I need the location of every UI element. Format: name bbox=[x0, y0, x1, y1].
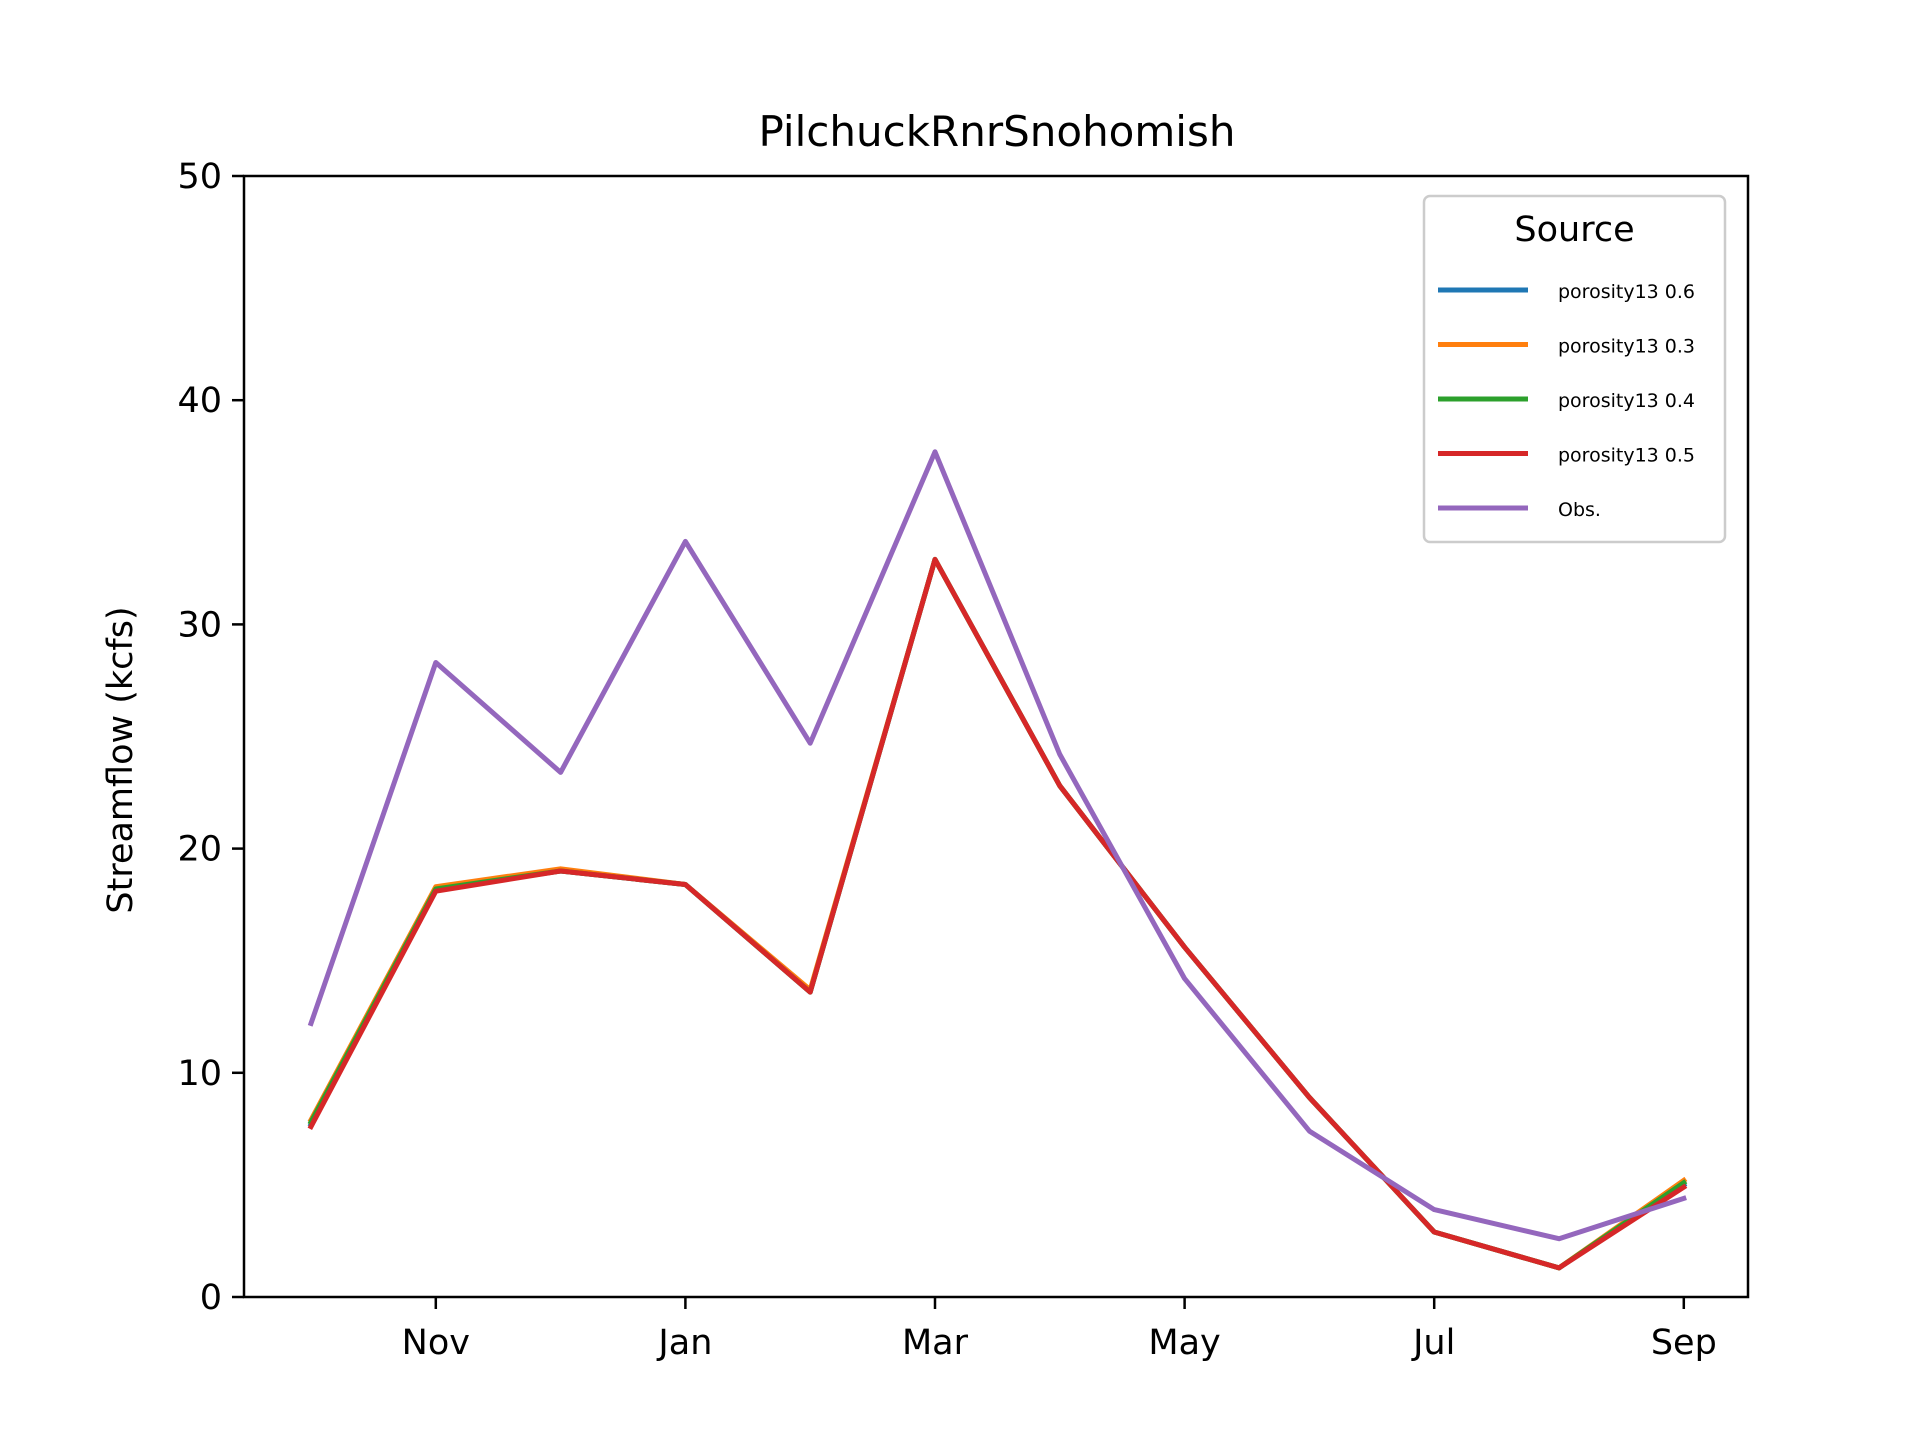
y-tick-label: 10 bbox=[177, 1054, 222, 1094]
x-tick-label: Sep bbox=[1651, 1323, 1717, 1363]
x-tick-label: Jan bbox=[656, 1323, 712, 1363]
series-line-4 bbox=[307, 556, 1688, 1271]
legend: Source porosity13 0.6 porosity13 0.3 porosi… bbox=[1422, 194, 1727, 544]
legend-label-3: porosity13 0.4 bbox=[1558, 390, 1695, 412]
axes-layer: 0 10 20 30 40 50 Nov Jan Mar May Jul Sep bbox=[177, 157, 1750, 1363]
legend-label-1: porosity13 0.6 bbox=[1558, 281, 1695, 303]
series-line-5 bbox=[307, 449, 1687, 1242]
legend-label-2: porosity13 0.3 bbox=[1558, 336, 1695, 358]
y-tick-label: 50 bbox=[177, 157, 222, 197]
plot-frame bbox=[242, 174, 1750, 1299]
legend-label-4: porosity13 0.5 bbox=[1558, 445, 1695, 467]
series-layer bbox=[307, 449, 1688, 1271]
x-tick-label: Mar bbox=[902, 1323, 969, 1363]
y-tick-label: 30 bbox=[177, 605, 222, 645]
y-axis-label: Streamflow (kcfs) bbox=[101, 606, 141, 913]
x-tick-label: May bbox=[1148, 1323, 1220, 1363]
chart-title: PilchuckRnrSnohomish bbox=[759, 107, 1236, 156]
y-tick-label: 40 bbox=[177, 381, 222, 421]
legend-label-5: Obs. bbox=[1558, 499, 1601, 521]
y-tick-label: 20 bbox=[177, 830, 222, 870]
y-tick-label: 0 bbox=[200, 1278, 222, 1318]
x-tick-label: Jul bbox=[1411, 1323, 1455, 1363]
legend-title: Source bbox=[1514, 210, 1634, 250]
x-tick-label: Nov bbox=[402, 1323, 470, 1363]
